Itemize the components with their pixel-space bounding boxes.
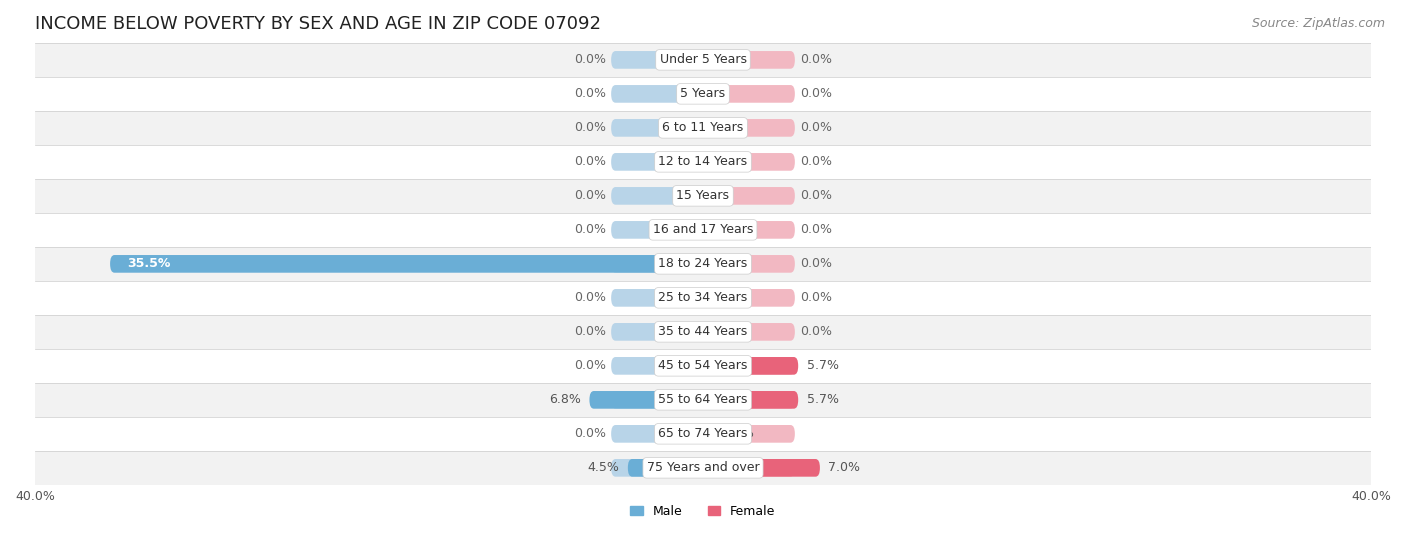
FancyBboxPatch shape <box>703 459 794 477</box>
FancyBboxPatch shape <box>612 51 703 69</box>
Bar <box>35 315 1371 349</box>
FancyBboxPatch shape <box>703 357 794 375</box>
Text: 45 to 54 Years: 45 to 54 Years <box>658 359 748 372</box>
Text: 0.0%: 0.0% <box>800 155 832 168</box>
Text: 5.7%: 5.7% <box>807 394 838 406</box>
FancyBboxPatch shape <box>703 323 794 340</box>
Bar <box>35 247 1371 281</box>
FancyBboxPatch shape <box>703 153 794 170</box>
FancyBboxPatch shape <box>703 119 794 137</box>
Text: 65 to 74 Years: 65 to 74 Years <box>658 427 748 440</box>
Text: 35.5%: 35.5% <box>127 257 170 271</box>
Text: 18 to 24 Years: 18 to 24 Years <box>658 257 748 271</box>
FancyBboxPatch shape <box>612 391 703 409</box>
Text: 0.0%: 0.0% <box>800 190 832 202</box>
Text: 0.0%: 0.0% <box>800 291 832 304</box>
FancyBboxPatch shape <box>612 255 703 273</box>
FancyBboxPatch shape <box>612 323 703 340</box>
Text: 5 Years: 5 Years <box>681 87 725 101</box>
FancyBboxPatch shape <box>612 357 703 375</box>
Text: 0.0%: 0.0% <box>800 121 832 134</box>
Text: 6.8%: 6.8% <box>550 394 581 406</box>
FancyBboxPatch shape <box>612 153 703 170</box>
Bar <box>35 43 1371 77</box>
FancyBboxPatch shape <box>612 425 703 443</box>
Bar <box>35 179 1371 213</box>
Bar <box>35 451 1371 485</box>
FancyBboxPatch shape <box>612 119 703 137</box>
FancyBboxPatch shape <box>612 85 703 103</box>
FancyBboxPatch shape <box>703 187 794 205</box>
Text: 0.0%: 0.0% <box>574 291 606 304</box>
Legend: Male, Female: Male, Female <box>626 500 780 523</box>
Text: 4.5%: 4.5% <box>588 461 620 475</box>
Bar <box>35 213 1371 247</box>
Text: 15 Years: 15 Years <box>676 190 730 202</box>
FancyBboxPatch shape <box>703 425 794 443</box>
FancyBboxPatch shape <box>703 391 799 409</box>
Text: 0.0%: 0.0% <box>800 54 832 67</box>
Text: 0.0%: 0.0% <box>574 87 606 101</box>
FancyBboxPatch shape <box>612 289 703 307</box>
Text: 55 to 64 Years: 55 to 64 Years <box>658 394 748 406</box>
Text: 0.0%: 0.0% <box>574 359 606 372</box>
Text: 0.0%: 0.0% <box>574 427 606 440</box>
FancyBboxPatch shape <box>703 255 794 273</box>
Text: 25 to 34 Years: 25 to 34 Years <box>658 291 748 304</box>
Text: 0.0%: 0.0% <box>574 155 606 168</box>
Text: 0.0%: 0.0% <box>800 257 832 271</box>
Text: 75 Years and over: 75 Years and over <box>647 461 759 475</box>
Text: 12 to 14 Years: 12 to 14 Years <box>658 155 748 168</box>
FancyBboxPatch shape <box>703 391 794 409</box>
Text: 0.0%: 0.0% <box>574 121 606 134</box>
Text: 0.0%: 0.0% <box>574 54 606 67</box>
FancyBboxPatch shape <box>612 221 703 239</box>
FancyBboxPatch shape <box>703 459 820 477</box>
Bar <box>35 77 1371 111</box>
Text: 0.18%: 0.18% <box>714 427 754 440</box>
Text: 5.7%: 5.7% <box>807 359 838 372</box>
FancyBboxPatch shape <box>612 459 703 477</box>
Text: 6 to 11 Years: 6 to 11 Years <box>662 121 744 134</box>
Bar <box>35 417 1371 451</box>
Text: 7.0%: 7.0% <box>828 461 860 475</box>
Text: Under 5 Years: Under 5 Years <box>659 54 747 67</box>
FancyBboxPatch shape <box>702 425 707 443</box>
Bar <box>35 111 1371 145</box>
Bar <box>35 349 1371 383</box>
Text: Source: ZipAtlas.com: Source: ZipAtlas.com <box>1251 17 1385 30</box>
Text: 35 to 44 Years: 35 to 44 Years <box>658 325 748 338</box>
FancyBboxPatch shape <box>703 357 799 375</box>
Text: 16 and 17 Years: 16 and 17 Years <box>652 224 754 236</box>
Text: 0.0%: 0.0% <box>574 325 606 338</box>
FancyBboxPatch shape <box>612 187 703 205</box>
Bar <box>35 383 1371 417</box>
Text: 0.0%: 0.0% <box>800 87 832 101</box>
FancyBboxPatch shape <box>628 459 703 477</box>
FancyBboxPatch shape <box>703 221 794 239</box>
Text: INCOME BELOW POVERTY BY SEX AND AGE IN ZIP CODE 07092: INCOME BELOW POVERTY BY SEX AND AGE IN Z… <box>35 15 600 33</box>
Text: 0.0%: 0.0% <box>574 190 606 202</box>
FancyBboxPatch shape <box>703 85 794 103</box>
FancyBboxPatch shape <box>703 289 794 307</box>
Text: 0.0%: 0.0% <box>800 325 832 338</box>
FancyBboxPatch shape <box>110 255 703 273</box>
Text: 0.0%: 0.0% <box>800 224 832 236</box>
Bar <box>35 145 1371 179</box>
Bar <box>35 281 1371 315</box>
FancyBboxPatch shape <box>589 391 703 409</box>
Text: 0.0%: 0.0% <box>574 224 606 236</box>
FancyBboxPatch shape <box>703 51 794 69</box>
